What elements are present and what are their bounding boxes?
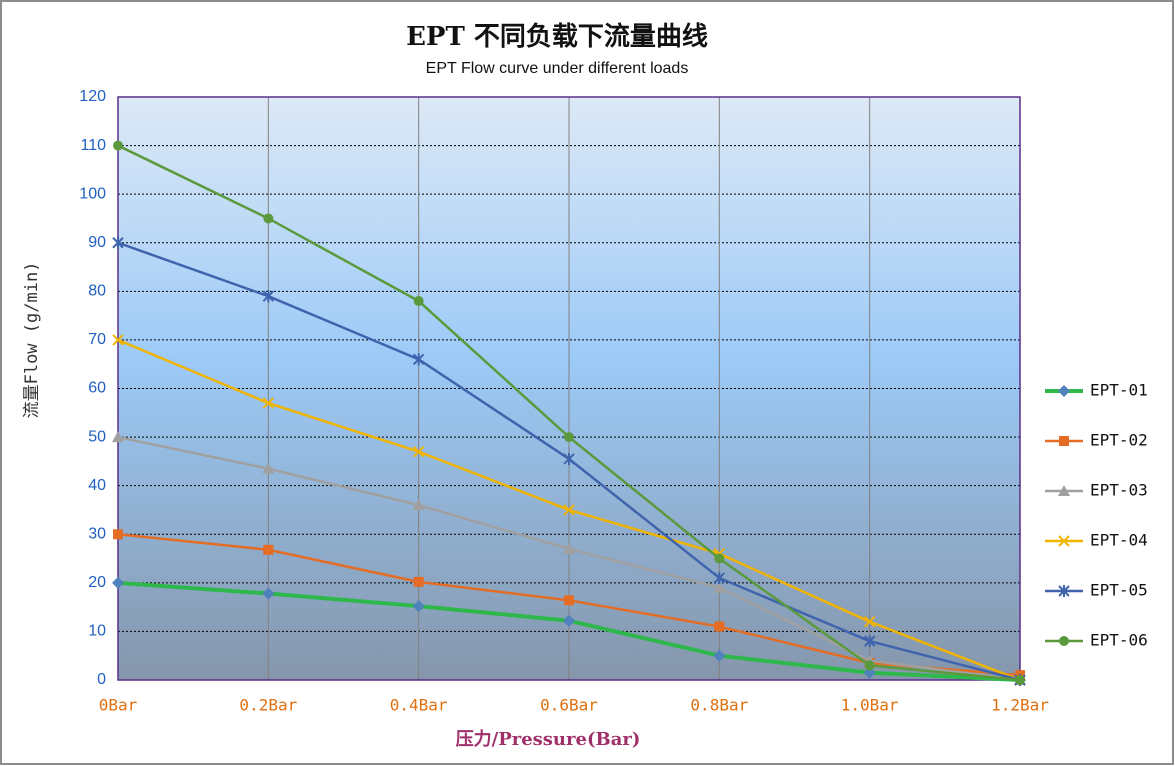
marker: [563, 452, 575, 465]
x-tick-label: 1.2Bar: [991, 696, 1049, 715]
legend-label: EPT-02: [1090, 431, 1148, 450]
marker: [863, 666, 876, 679]
marker: [412, 353, 425, 366]
y-axis-title: 流量Flow (g/min): [22, 262, 42, 419]
marker: [262, 290, 275, 303]
marker: [413, 576, 424, 587]
x-tick-label: 0Bar: [99, 696, 138, 715]
y-tick-label: 120: [79, 88, 106, 105]
y-tick-label: 0: [97, 671, 106, 688]
marker: [563, 542, 575, 554]
marker: [412, 499, 425, 511]
marker: [564, 432, 574, 443]
y-tick-label: 70: [88, 331, 106, 348]
marker: [1058, 385, 1070, 397]
marker: [263, 213, 274, 224]
y-tick-label: 80: [88, 283, 106, 300]
marker: [714, 621, 725, 632]
y-tick-label: 10: [88, 623, 106, 640]
chart-subtitle: EPT Flow curve under different loads: [426, 60, 689, 77]
marker: [1058, 535, 1070, 547]
legend-label: EPT-03: [1090, 481, 1148, 500]
y-tick-label: 60: [88, 380, 106, 397]
marker: [112, 236, 124, 249]
marker: [713, 649, 726, 662]
x-tick-label: 0.2Bar: [239, 696, 297, 715]
marker: [263, 544, 274, 555]
marker: [113, 140, 123, 151]
x-tick-label: 1.0Bar: [841, 696, 899, 715]
y-tick-label: 100: [79, 185, 106, 202]
marker: [412, 600, 425, 613]
y-tick-label: 20: [88, 574, 106, 591]
marker: [1058, 485, 1070, 496]
marker: [863, 615, 876, 628]
marker: [112, 334, 124, 346]
x-tick-label: 0.6Bar: [540, 696, 598, 715]
marker: [112, 576, 124, 589]
y-tick-label: 110: [80, 137, 106, 154]
x-tick-label: 0.8Bar: [690, 696, 748, 715]
x-tick-label: 0.4Bar: [390, 696, 448, 715]
marker: [564, 595, 574, 606]
legend-label: EPT-04: [1090, 531, 1148, 550]
chart-title: EPT 不同负载下流量曲线: [406, 22, 708, 52]
marker: [864, 660, 875, 671]
x-axis-title: 压力/Pressure(Bar): [456, 729, 641, 750]
legend-label: EPT-05: [1090, 581, 1148, 600]
marker: [262, 462, 275, 474]
marker: [1059, 636, 1069, 646]
y-tick-label: 90: [88, 234, 106, 251]
marker: [1059, 436, 1069, 446]
marker: [863, 635, 876, 648]
plot-border: [117, 96, 1021, 681]
legend-label: EPT-06: [1090, 631, 1148, 650]
marker: [563, 504, 575, 516]
marker: [412, 445, 425, 458]
y-tick-label: 30: [88, 525, 106, 542]
marker: [713, 581, 726, 593]
marker: [262, 397, 275, 409]
legend-label: EPT-01: [1090, 381, 1148, 400]
marker: [563, 614, 575, 627]
y-tick-label: 40: [88, 477, 106, 494]
marker: [262, 587, 275, 600]
marker: [713, 571, 726, 584]
marker: [113, 529, 123, 540]
marker: [1058, 585, 1070, 597]
marker: [413, 296, 424, 307]
marker: [112, 431, 124, 443]
y-tick-label: 50: [88, 428, 106, 445]
marker: [714, 553, 725, 564]
marker: [1015, 675, 1025, 685]
